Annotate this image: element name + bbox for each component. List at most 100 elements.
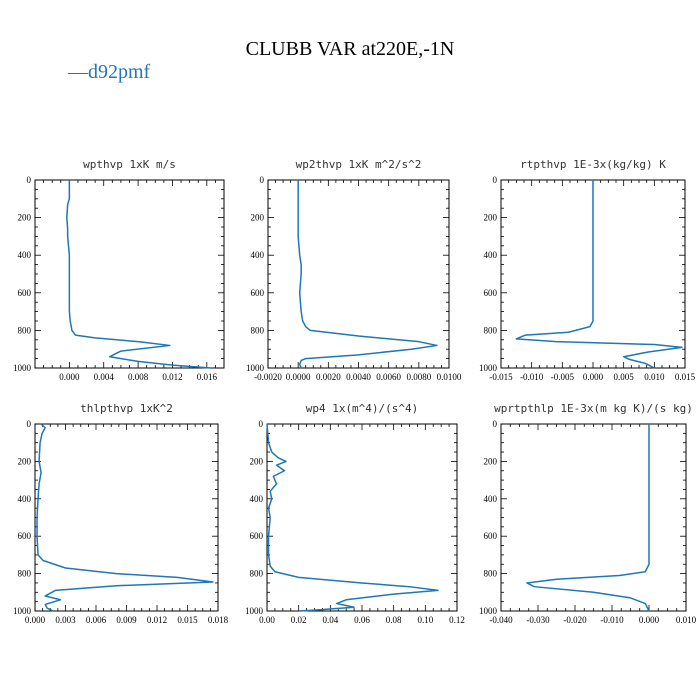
subplot-title: thlpthvp 1xK^2	[80, 402, 173, 415]
y-tick-label: 0	[493, 419, 498, 429]
y-tick-label: 0	[259, 419, 264, 429]
y-tick-label: 400	[18, 250, 32, 260]
x-tick-label: 0.015	[177, 615, 198, 625]
x-tick-label: 0.015	[675, 372, 696, 382]
y-tick-label: 1000	[246, 363, 265, 373]
x-tick-label: 0.010	[676, 615, 697, 625]
y-tick-label: 800	[18, 325, 32, 335]
x-tick-label: 0.10	[417, 615, 433, 625]
subplot-4: thlpthvp 1xK^2 0.000 0.003 0.006 0.009 0.012 0…	[13, 402, 229, 625]
legend-marker: —	[67, 61, 89, 83]
subplot-title: rtpthvp 1E-3x(kg/kg) K	[520, 158, 666, 171]
x-tick-label: 0.00	[259, 615, 275, 625]
x-tick-label: 0.018	[208, 615, 229, 625]
x-tick-label: 0.0040	[346, 372, 371, 382]
y-tick-label: 0	[260, 175, 265, 185]
x-tick-label: 0.12	[449, 615, 465, 625]
subplot-3: rtpthvp 1E-3x(kg/kg) K -0.015 -0.010 -0.005…	[479, 158, 696, 382]
x-tick-label: 0.0020	[316, 372, 341, 382]
axes-frame	[34, 179, 225, 369]
x-tick-label: -0.015	[489, 372, 513, 382]
figure-title: CLUBB VAR at220E,-1N	[246, 38, 455, 60]
subplot-title: wpthvp 1xK m/s	[83, 158, 176, 171]
subplot-title: wp4 1x(m^4)/(s^4)	[306, 402, 419, 415]
x-tick-label: 0.000	[583, 372, 604, 382]
y-tick-label: 1000	[479, 606, 498, 616]
x-tick-label: 0.000	[59, 372, 80, 382]
y-tick-label: 800	[484, 569, 498, 579]
x-tick-label: -0.010	[520, 372, 544, 382]
x-tick-label: 0.005	[614, 372, 635, 382]
y-tick-label: 600	[484, 531, 498, 541]
x-tick-label: 0.0000	[286, 372, 311, 382]
y-tick-label: 400	[484, 494, 498, 504]
subplot-2: wp2thvp 1xK m^2/s^2 -0.0020 0.0000 0.0020 0.…	[246, 158, 462, 382]
series-line-d92pmf	[526, 424, 650, 612]
x-tick-label: 0.006	[86, 615, 107, 625]
x-tick-label: 0.02	[291, 615, 307, 625]
axes-frame	[267, 179, 450, 369]
subplot-title: wprtpthlp 1E-3x(m kg K)/(s kg)	[494, 402, 693, 415]
y-tick-label: 800	[250, 569, 264, 579]
x-tick-label: 0.0060	[376, 372, 401, 382]
y-tick-label: 400	[18, 494, 32, 504]
series-line-d92pmf	[266, 423, 439, 612]
y-tick-label: 600	[484, 288, 498, 298]
x-tick-label: 0.012	[162, 372, 182, 382]
x-tick-label: 0.003	[55, 615, 76, 625]
x-tick-label: 0.008	[128, 372, 149, 382]
subplot-1: wpthvp 1xK m/s 0.000 0.004 0.008 0.012 0.016 0…	[13, 158, 225, 382]
subplot-6: wprtpthlp 1E-3x(m kg K)/(s kg) -0.040 -0.0…	[479, 402, 697, 625]
x-tick-label: 0.04	[322, 615, 338, 625]
x-tick-label: 0.06	[354, 615, 370, 625]
y-tick-label: 0	[493, 175, 498, 185]
x-tick-label: -0.020	[563, 615, 587, 625]
x-tick-label: 0.0080	[406, 372, 431, 382]
y-tick-label: 600	[250, 531, 264, 541]
y-tick-label: 600	[251, 288, 265, 298]
y-tick-label: 600	[18, 288, 32, 298]
x-tick-label: 0.009	[116, 615, 137, 625]
y-tick-label: 400	[484, 250, 498, 260]
figure-legend: — d92pmf	[67, 61, 151, 83]
y-tick-label: 1000	[13, 606, 32, 616]
series-line-d92pmf	[66, 180, 212, 369]
y-tick-label: 800	[251, 325, 265, 335]
y-tick-label: 200	[18, 456, 32, 466]
x-tick-label: -0.040	[489, 615, 513, 625]
x-tick-label: 0.000	[639, 615, 660, 625]
subplot-5: wp4 1x(m^4)/(s^4) 0.00 0.02 0.04 0.06 0.08 0.1…	[245, 402, 465, 625]
x-tick-label: -0.010	[600, 615, 624, 625]
x-tick-label: 0.012	[147, 615, 167, 625]
y-tick-label: 400	[250, 494, 264, 504]
y-tick-label: 1000	[13, 363, 32, 373]
x-tick-label: -0.0020	[254, 372, 282, 382]
y-tick-label: 400	[251, 250, 265, 260]
y-tick-label: 200	[484, 213, 498, 223]
y-tick-label: 800	[484, 325, 498, 335]
x-tick-label: 0.004	[94, 372, 115, 382]
x-tick-label: -0.005	[551, 372, 575, 382]
y-tick-label: 0	[27, 175, 32, 185]
subplot-grid: wpthvp 1xK m/s0.000 0.004 0.008 0.012 0.0160…	[13, 158, 697, 625]
legend-label: d92pmf	[88, 61, 151, 83]
y-tick-label: 200	[250, 456, 264, 466]
x-tick-label: 0.0100	[437, 372, 462, 382]
y-tick-label: 1000	[245, 606, 264, 616]
y-tick-label: 0	[27, 419, 32, 429]
y-tick-label: 200	[251, 213, 265, 223]
x-tick-label: 0.08	[386, 615, 402, 625]
subplot-title: wp2thvp 1xK m^2/s^2	[296, 158, 422, 171]
series-line-d92pmf	[297, 180, 438, 369]
y-tick-label: 200	[484, 456, 498, 466]
y-tick-label: 600	[18, 531, 32, 541]
y-tick-label: 1000	[479, 363, 498, 373]
x-tick-label: 0.000	[25, 615, 46, 625]
series-line-d92pmf	[515, 180, 683, 369]
y-tick-label: 800	[18, 569, 32, 579]
x-tick-label: 0.016	[197, 372, 218, 382]
x-tick-label: 0.010	[644, 372, 665, 382]
y-tick-label: 200	[18, 213, 32, 223]
x-tick-label: -0.030	[526, 615, 550, 625]
